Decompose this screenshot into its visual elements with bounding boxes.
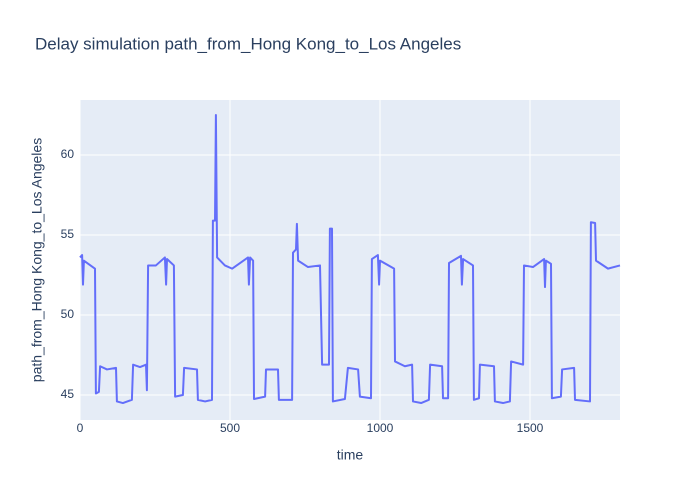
- y-tick-label: 55: [61, 227, 75, 241]
- y-tick-label: 60: [61, 147, 75, 161]
- grid: [79, 100, 620, 420]
- x-axis-title: time: [337, 447, 364, 463]
- y-tick-label: 50: [61, 307, 75, 321]
- chart-title: Delay simulation path_from_Hong Kong_to_…: [35, 34, 461, 53]
- y-axis-title: path_from_Hong Kong_to_Los Angeles: [29, 138, 45, 382]
- y-tick-label: 45: [61, 387, 75, 401]
- x-tick-label: 500: [220, 421, 240, 435]
- x-tick-label: 1000: [367, 421, 394, 435]
- marks: [79, 114, 621, 405]
- line-series: [79, 114, 621, 405]
- x-tick-label: 1500: [517, 421, 544, 435]
- x-tick-label: 0: [77, 421, 84, 435]
